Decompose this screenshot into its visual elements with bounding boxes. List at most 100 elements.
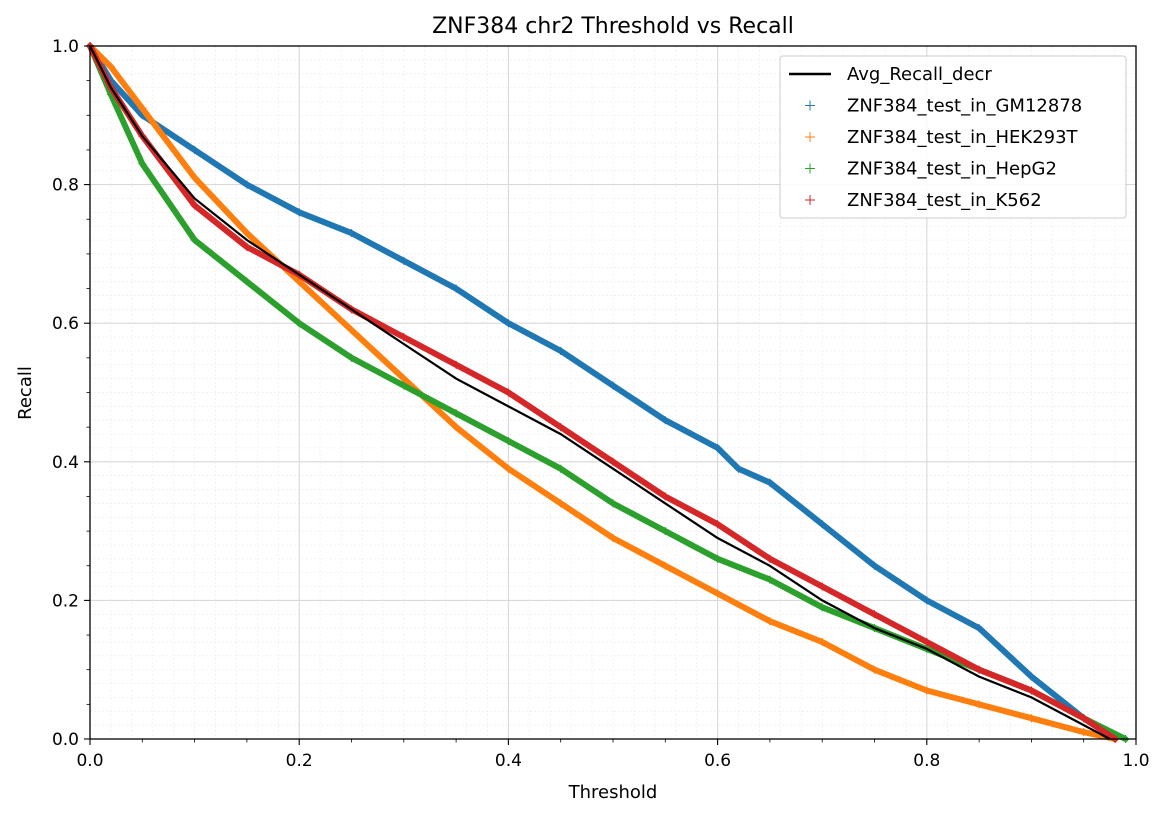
legend-label-znf384-test-in-hek293t: ZNF384_test_in_HEK293T — [847, 127, 1079, 148]
legend-label-znf384-test-in-k562: ZNF384_test_in_K562 — [847, 190, 1042, 211]
data-point-znf384-test-in-gm12878 — [556, 346, 565, 355]
data-point-znf384-test-in-hek293t — [818, 637, 827, 646]
data-point-znf384-test-in-hek293t — [295, 277, 304, 286]
data-point-znf384-test-in-hepg2 — [399, 381, 408, 390]
legend-box — [779, 55, 1127, 219]
series-layer — [86, 42, 1130, 743]
data-point-znf384-test-in-hepg2 — [609, 499, 617, 508]
chart-title: ZNF384 chr2 Threshold vs Recall — [432, 14, 794, 39]
data-point-znf384-test-in-hepg2 — [713, 554, 722, 563]
legend-swatch-znf384-test-in-hepg2 — [805, 163, 815, 174]
data-point-znf384-test-in-hek293t — [190, 173, 199, 182]
data-point-znf384-test-in-k562 — [452, 360, 461, 369]
data-point-znf384-test-in-hek293t — [609, 534, 617, 543]
y-tick-label: 0.2 — [52, 591, 79, 611]
data-point-znf384-test-in-hepg2 — [242, 277, 251, 286]
data-point-znf384-test-in-hek293t — [138, 104, 147, 113]
axes: 0.0 0.2 0.4 0.6 0.8 1.0 0.0 0.2 0.4 0.6 0.8 1.0 — [52, 37, 1150, 771]
data-point-znf384-test-in-hek293t — [242, 229, 251, 238]
data-point-znf384-test-in-k562 — [556, 423, 565, 432]
data-point-znf384-test-in-gm12878 — [1027, 672, 1036, 681]
data-point-znf384-test-in-hek293t — [713, 589, 722, 598]
data-point-znf384-test-in-hek293t — [1079, 728, 1088, 737]
data-point-znf384-test-in-hek293t — [106, 62, 115, 71]
data-point-znf384-test-in-hek293t — [556, 499, 565, 508]
data-point-znf384-test-in-k562 — [922, 637, 931, 646]
data-point-znf384-test-in-k562 — [661, 492, 670, 501]
y-tick-label: 0.8 — [52, 176, 79, 196]
data-point-znf384-test-in-gm12878 — [922, 596, 931, 605]
data-point-znf384-test-in-k562 — [1079, 714, 1088, 723]
data-point-znf384-test-in-hepg2 — [138, 159, 147, 168]
data-point-znf384-test-in-hek293t — [504, 464, 513, 473]
x-tick-label: 0.2 — [286, 751, 313, 771]
data-point-znf384-test-in-hek293t — [452, 423, 461, 432]
legend-label-znf384-test-in-hepg2: ZNF384_test_in_HepG2 — [847, 159, 1057, 180]
legend-swatch-znf384-test-in-gm12878 — [805, 100, 815, 111]
data-point-znf384-test-in-hek293t — [922, 686, 931, 695]
data-point-znf384-test-in-hek293t — [765, 617, 774, 626]
y-axis-label: Recall — [15, 366, 36, 420]
data-point-znf384-test-in-hek293t — [661, 561, 670, 570]
y-tick-label: 1.0 — [52, 37, 79, 57]
legend-swatch-znf384-test-in-hek293t — [805, 132, 815, 142]
data-point-znf384-test-in-hek293t — [399, 374, 408, 383]
data-point-znf384-test-in-gm12878 — [818, 520, 827, 529]
x-tick-label: 1.0 — [1122, 751, 1149, 771]
data-point-znf384-test-in-gm12878 — [190, 145, 199, 154]
data-point-znf384-test-in-gm12878 — [609, 381, 617, 390]
data-point-znf384-test-in-hepg2 — [765, 575, 774, 584]
data-point-znf384-test-in-hepg2 — [818, 603, 827, 612]
legend-swatch-znf384-test-in-k562 — [805, 195, 815, 205]
data-point-znf384-test-in-gm12878 — [452, 284, 461, 293]
data-point-znf384-test-in-gm12878 — [347, 229, 356, 238]
data-point-znf384-test-in-gm12878 — [295, 208, 304, 217]
data-point-znf384-test-in-gm12878 — [975, 624, 984, 633]
series-znf384-test-in-hek293t — [86, 42, 1120, 743]
data-point-znf384-test-in-gm12878 — [242, 180, 251, 189]
x-tick-label: 0.0 — [76, 751, 103, 771]
y-tick-label: 0.6 — [52, 314, 79, 334]
data-point-znf384-test-in-hepg2 — [347, 353, 356, 362]
marker-band-znf384-test-in-k562 — [87, 43, 1119, 742]
y-tick-label: 0.4 — [52, 453, 79, 473]
data-point-znf384-test-in-hek293t — [975, 700, 984, 709]
data-point-znf384-test-in-hepg2 — [504, 437, 513, 446]
data-point-znf384-test-in-k562 — [713, 520, 722, 529]
legend-label-znf384-test-in-gm12878: ZNF384_test_in_GM12878 — [847, 96, 1082, 117]
data-point-znf384-test-in-gm12878 — [661, 416, 670, 425]
x-tick-label: 0.8 — [913, 751, 940, 771]
x-tick-label: 0.6 — [704, 751, 731, 771]
data-point-znf384-test-in-k562 — [818, 582, 827, 591]
data-point-znf384-test-in-k562 — [399, 333, 408, 342]
data-point-znf384-test-in-k562 — [765, 554, 774, 563]
x-axis-label: Threshold — [568, 782, 658, 803]
data-point-znf384-test-in-hepg2 — [556, 464, 565, 473]
x-tick-label: 0.4 — [495, 751, 522, 771]
data-point-znf384-test-in-hepg2 — [452, 409, 461, 418]
data-point-znf384-test-in-hepg2 — [190, 236, 199, 245]
data-point-znf384-test-in-k562 — [870, 610, 879, 619]
data-point-znf384-test-in-hek293t — [1027, 714, 1036, 723]
marker-band-znf384-test-in-hepg2 — [87, 43, 1129, 742]
y-tick-label: 0.0 — [52, 730, 79, 750]
data-point-znf384-test-in-gm12878 — [504, 319, 513, 328]
marker-band-znf384-test-in-hek293t — [87, 43, 1119, 742]
data-point-znf384-test-in-gm12878 — [734, 464, 743, 473]
data-point-znf384-test-in-k562 — [975, 665, 984, 674]
legend-label-avg-recall-decr: Avg_Recall_decr — [847, 64, 992, 85]
data-point-znf384-test-in-gm12878 — [765, 478, 774, 487]
data-point-znf384-test-in-k562 — [242, 242, 251, 251]
data-point-znf384-test-in-hek293t — [347, 326, 356, 335]
data-point-znf384-test-in-gm12878 — [713, 443, 722, 452]
data-point-znf384-test-in-hepg2 — [661, 527, 670, 536]
data-point-znf384-test-in-k562 — [190, 201, 199, 210]
data-point-znf384-test-in-k562 — [1027, 686, 1036, 695]
data-point-znf384-test-in-k562 — [504, 388, 513, 397]
series-line-avg-recall-decr — [89, 45, 1111, 740]
data-point-znf384-test-in-gm12878 — [870, 561, 879, 570]
data-point-znf384-test-in-hek293t — [870, 665, 879, 674]
data-point-znf384-test-in-k562 — [609, 457, 617, 466]
